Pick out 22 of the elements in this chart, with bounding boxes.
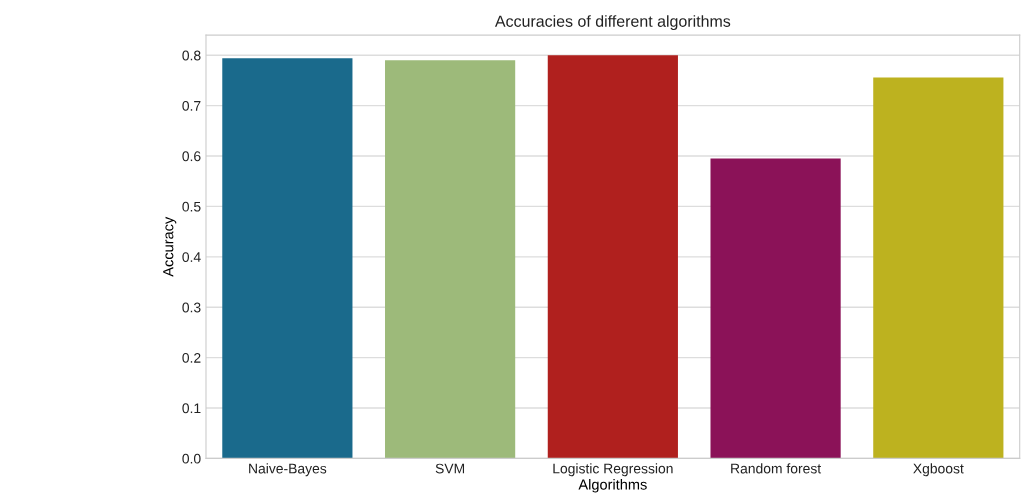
- x-tick-label: SVM: [435, 463, 465, 474]
- y-axis-title: Accuracy: [163, 216, 177, 277]
- y-tick-label: 0.4: [182, 252, 201, 262]
- x-tick-label: Logistic Regression: [553, 463, 673, 477]
- bar: [385, 60, 516, 459]
- y-tick-label: 0.6: [182, 151, 201, 162]
- x-tick-label: Naive-Bayes: [249, 463, 327, 477]
- y-tick-label: 0.1: [182, 403, 201, 414]
- y-tick-label: 0.8: [182, 50, 201, 61]
- y-tick-label: 0.5: [182, 201, 201, 212]
- bar: [873, 77, 1004, 459]
- bar: [222, 58, 353, 459]
- x-tick-label: Xgboost: [913, 463, 964, 477]
- y-tick-label: 0.7: [182, 100, 201, 111]
- y-tick-label: 0.3: [182, 302, 201, 313]
- bar: [710, 158, 841, 459]
- x-axis-title: Algorithms: [578, 479, 647, 493]
- chart-title: Accuracies of different algorithms: [494, 15, 731, 31]
- bar: [547, 55, 678, 459]
- y-tick-label: 0.0: [182, 453, 201, 464]
- x-tick-label: Random forest: [731, 463, 822, 474]
- y-tick-label: 0.2: [182, 352, 201, 363]
